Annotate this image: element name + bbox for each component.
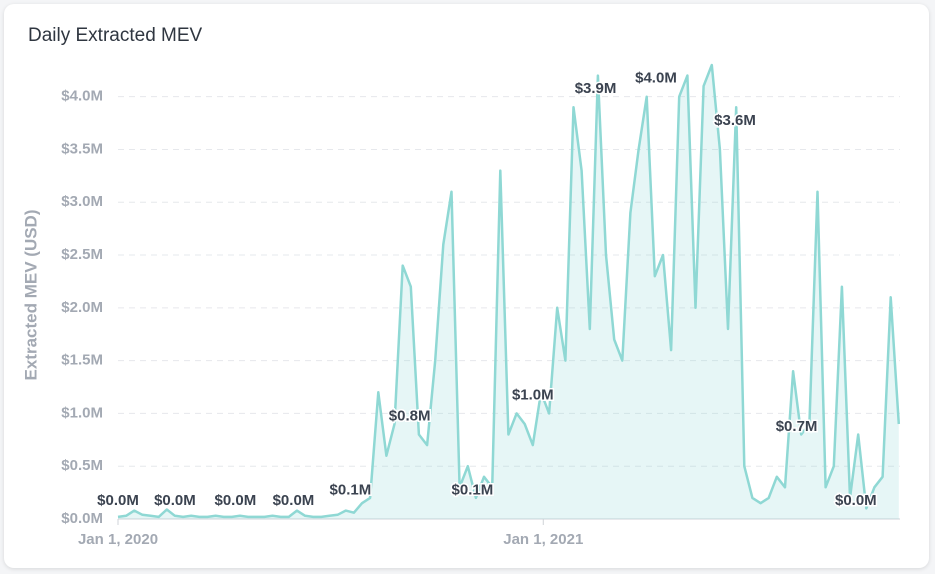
annotation: $0.1M xyxy=(330,481,372,498)
annotation: $4.0M xyxy=(635,70,677,87)
annotation: $0.0M xyxy=(97,492,139,509)
card xyxy=(4,4,929,568)
y-tick-label: $1.5M xyxy=(61,352,103,369)
x-tick-label: Jan 1, 2021 xyxy=(503,531,583,548)
annotation: $0.1M xyxy=(452,481,494,498)
y-axis-label: Extracted MEV (USD) xyxy=(21,210,40,381)
y-tick-label: $2.5M xyxy=(61,246,103,263)
annotation: $0.7M xyxy=(776,418,818,435)
annotation: $3.9M xyxy=(575,80,617,97)
annotation: $0.0M xyxy=(273,492,315,509)
annotation: $3.6M xyxy=(714,112,756,129)
annotation: $1.0M xyxy=(512,386,554,403)
y-tick-label: $1.0M xyxy=(61,404,103,421)
annotation: $0.0M xyxy=(154,492,196,509)
line xyxy=(117,63,901,519)
y-tick-label: $2.0M xyxy=(61,299,103,316)
x-tick-label: Jan 1, 2020 xyxy=(78,531,158,548)
y-tick-label: $3.0M xyxy=(61,193,103,210)
y-tick-label: $0.5M xyxy=(61,457,103,474)
annotation: $0.8M xyxy=(389,408,431,425)
y-tick-label: $3.5M xyxy=(61,140,103,157)
y-tick-label: $4.0M xyxy=(61,88,103,105)
annotation: $0.0M xyxy=(835,492,877,509)
annotation: $0.0M xyxy=(215,492,257,509)
y-tick-label: $0.0M xyxy=(61,510,103,527)
chart-title: Daily Extracted MEV xyxy=(28,25,203,46)
area xyxy=(118,65,899,519)
